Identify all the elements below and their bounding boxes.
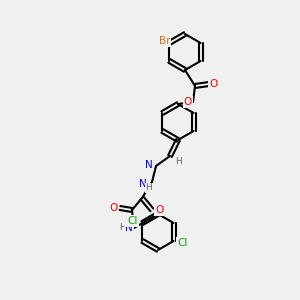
Text: N: N	[145, 160, 153, 170]
Text: N: N	[139, 179, 147, 189]
Text: H: H	[120, 224, 126, 232]
Text: Cl: Cl	[127, 216, 138, 226]
Text: Cl: Cl	[177, 238, 188, 248]
Text: O: O	[209, 79, 217, 89]
Text: Br: Br	[159, 36, 170, 46]
Text: O: O	[184, 97, 192, 107]
Text: H: H	[146, 184, 152, 193]
Text: N: N	[125, 223, 133, 233]
Text: H: H	[175, 157, 182, 166]
Text: O: O	[155, 205, 163, 215]
Text: O: O	[109, 203, 117, 213]
